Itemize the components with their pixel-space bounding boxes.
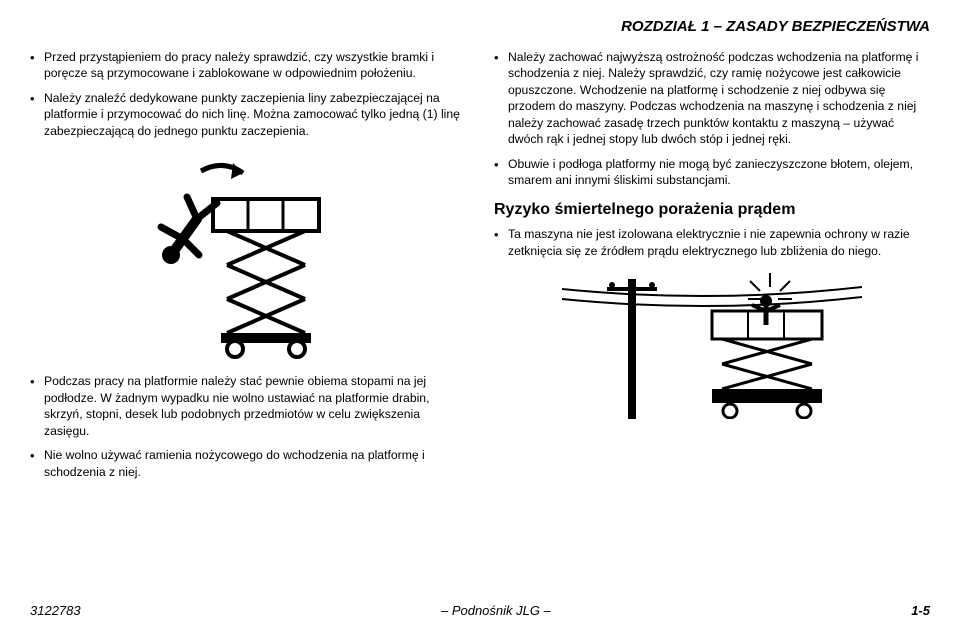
left-column: Przed przystąpieniem do pracy należy spr… xyxy=(30,49,466,488)
footer-title: – Podnośnik JLG – xyxy=(441,603,551,618)
electrocution-hazard-icon xyxy=(562,269,862,419)
falling-from-lift-icon xyxy=(143,149,353,359)
chapter-header: ROZDZIAŁ 1 – ZASADY BEZPIECZEŃSTWA xyxy=(30,18,930,35)
footer-docnum: 3122783 xyxy=(30,603,81,618)
right-column: Należy zachować najwyższą ostrożność pod… xyxy=(494,49,930,488)
left-bullet-1: Przed przystąpieniem do pracy należy spr… xyxy=(30,49,466,82)
right-bullet-3: Ta maszyna nie jest izolowana elektryczn… xyxy=(494,226,930,259)
right-bullet-2: Obuwie i podłoga platformy nie mogą być … xyxy=(494,156,930,189)
left-bullet-3: Podczas pracy na platformie należy stać … xyxy=(30,373,466,439)
left-bullet-2: Należy znaleźć dedykowane punkty zaczepi… xyxy=(30,90,466,139)
page-footer: 3122783 – Podnośnik JLG – 1-5 xyxy=(30,603,930,618)
content-columns: Przed przystąpieniem do pracy należy spr… xyxy=(30,49,930,488)
right-bullet-1: Należy zachować najwyższą ostrożność pod… xyxy=(494,49,930,148)
footer-pagenum: 1-5 xyxy=(911,603,930,618)
electrocution-heading: Ryzyko śmiertelnego porażenia prądem xyxy=(494,199,930,221)
left-bullet-4: Nie wolno używać ramienia nożycowego do … xyxy=(30,447,466,480)
